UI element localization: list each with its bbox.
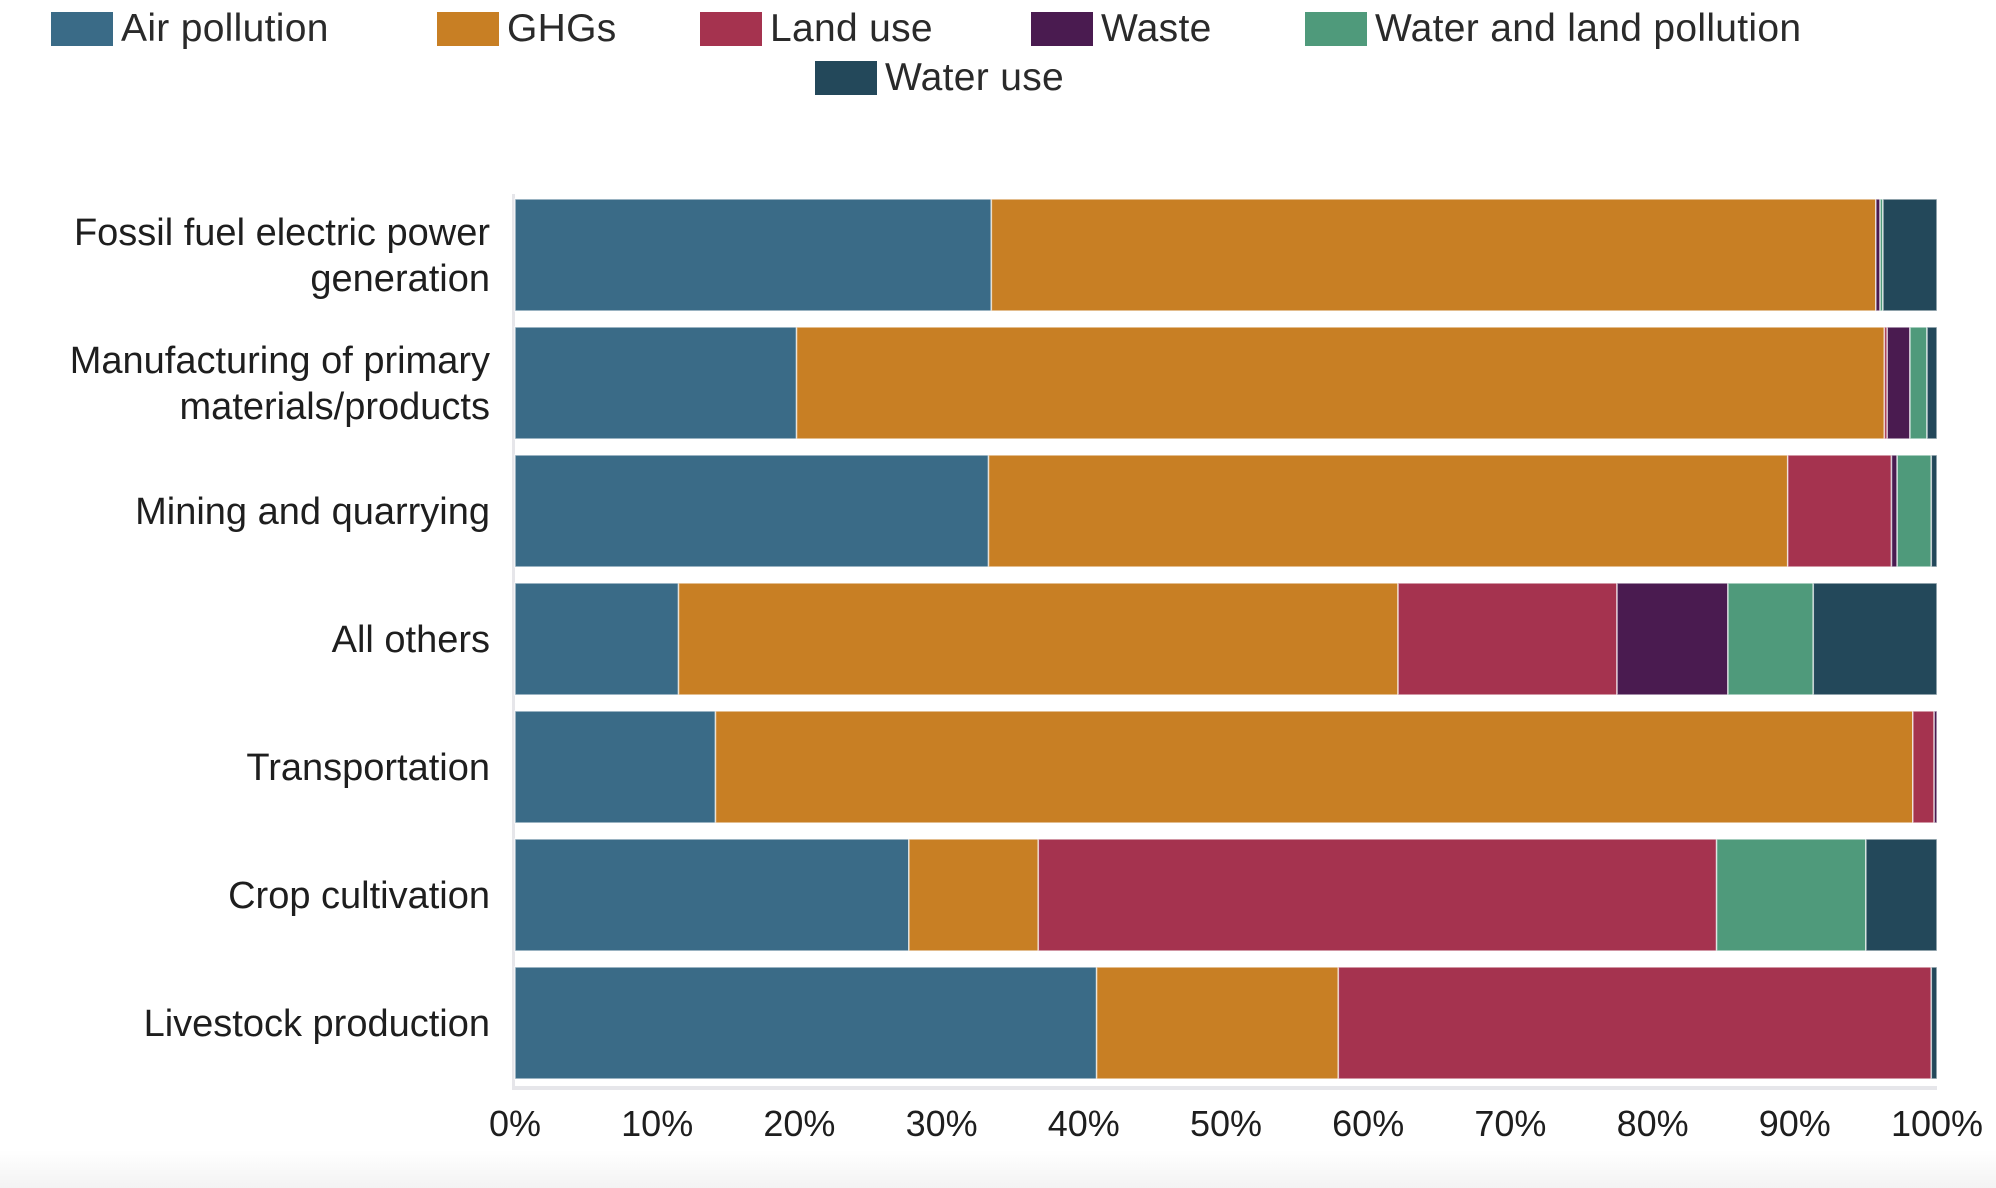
bar-segment-transportation-air-pollution [514, 710, 717, 824]
bar-segment-fossil-fuel-electric-power-generation-water-use [1882, 198, 1938, 312]
x-tick-label-40pct: 40% [1048, 1103, 1120, 1144]
bar-segment-manufacturing-of-primary-materials-products-air-pollution [514, 326, 798, 440]
x-tick-label-60pct: 60% [1332, 1103, 1404, 1144]
y-tick-label-all-others: All others [332, 619, 490, 661]
bar-segment-fossil-fuel-electric-power-generation-ghgs [990, 198, 1877, 312]
bar-group-crop-cultivation [514, 838, 1938, 952]
bar-segment-manufacturing-of-primary-materials-products-water-use [1926, 326, 1938, 440]
legend-label-land-use: Land use [770, 7, 933, 50]
bar-segment-fossil-fuel-electric-power-generation-air-pollution [514, 198, 993, 312]
legend-item-water-use: Water use [815, 56, 1064, 99]
bar-segment-crop-cultivation-air-pollution [514, 838, 910, 952]
bar-segment-transportation-land-use [1912, 710, 1935, 824]
y-tick-label-mining-and-quarrying: Mining and quarrying [135, 491, 490, 533]
legend-swatch-ghgs [437, 12, 499, 46]
bar-segment-all-others-waste [1616, 582, 1729, 696]
bar-group-mining-and-quarrying [514, 454, 1938, 568]
x-tick-label-10pct: 10% [621, 1103, 693, 1144]
bar-segment-manufacturing-of-primary-materials-products-ghgs [795, 326, 1886, 440]
legend-swatch-air-pollution [51, 12, 113, 46]
bar-group-all-others [514, 582, 1938, 696]
bar-segment-manufacturing-of-primary-materials-products-water-and-land-pollution [1909, 326, 1928, 440]
bar-group-livestock-production [514, 966, 1938, 1080]
legend-swatch-water-and-land-pollution [1305, 12, 1367, 46]
bar-segment-all-others-ghgs [677, 582, 1399, 696]
x-tick-label-20pct: 20% [763, 1103, 835, 1144]
y-tick-label-crop-cultivation: Crop cultivation [228, 875, 490, 917]
bar-segment-mining-and-quarrying-waste [1890, 454, 1898, 568]
x-tick-label-100pct: 100% [1891, 1103, 1983, 1144]
bar-segment-crop-cultivation-water-use [1865, 838, 1938, 952]
bar-group-transportation [514, 710, 1938, 824]
legend-swatch-water-use [815, 61, 877, 95]
bar-segment-livestock-production-ghgs [1095, 966, 1340, 1080]
bar-segment-all-others-land-use [1397, 582, 1618, 696]
legend-item-ghgs: GHGs [437, 7, 617, 50]
x-tick-label-30pct: 30% [906, 1103, 978, 1144]
legend-item-waste: Waste [1031, 7, 1212, 50]
x-tick-label-80pct: 80% [1617, 1103, 1689, 1144]
bar-segment-crop-cultivation-water-and-land-pollution [1715, 838, 1867, 952]
legend-swatch-waste [1031, 12, 1093, 46]
legend-swatch-land-use [700, 12, 762, 46]
bar-segment-mining-and-quarrying-land-use [1786, 454, 1893, 568]
legend-item-air-pollution: Air pollution [51, 7, 329, 50]
bar-segment-transportation-ghgs [714, 710, 1914, 824]
bar-group-fossil-fuel-electric-power-generation [514, 198, 1938, 312]
x-tick-label-70pct: 70% [1474, 1103, 1546, 1144]
y-axis-line [512, 194, 515, 1090]
bar-segment-crop-cultivation-ghgs [908, 838, 1040, 952]
bar-segment-mining-and-quarrying-water-use [1930, 454, 1938, 568]
y-tick-label-manufacturing-of-primary-materials-products: Manufacturing of primary materials/produc… [70, 340, 490, 428]
bar-segment-mining-and-quarrying-ghgs [987, 454, 1789, 568]
bar-segment-transportation-waste [1933, 710, 1938, 824]
x-tick-label-90pct: 90% [1759, 1103, 1831, 1144]
chart-legend: Air pollution GHGs Land use Waste Water and … [0, 0, 1996, 110]
bottom-fade [0, 1150, 1996, 1188]
bar-segment-mining-and-quarrying-water-and-land-pollution [1896, 454, 1933, 568]
x-axis-line [512, 1086, 1937, 1090]
legend-label-water-and-land-pollution: Water and land pollution [1375, 7, 1802, 50]
bar-group-manufacturing-of-primary-materials-products [514, 326, 1938, 440]
bar-segment-all-others-water-and-land-pollution [1727, 582, 1815, 696]
bar-segment-livestock-production-land-use [1337, 966, 1933, 1080]
legend-item-land-use: Land use [700, 7, 933, 50]
y-tick-label-fossil-fuel-electric-power-generation: Fossil fuel electric power generation [74, 212, 490, 300]
x-tick-label-0pct: 0% [489, 1103, 541, 1144]
y-tick-label-transportation: Transportation [246, 747, 490, 789]
bar-segment-crop-cultivation-land-use [1037, 838, 1718, 952]
bar-segment-livestock-production-water-use [1930, 966, 1938, 1080]
legend-label-ghgs: GHGs [507, 7, 617, 50]
bar-segment-all-others-water-use [1812, 582, 1938, 696]
legend-label-waste: Waste [1101, 7, 1212, 50]
legend-label-air-pollution: Air pollution [121, 7, 329, 50]
bar-segment-mining-and-quarrying-air-pollution [514, 454, 990, 568]
x-tick-label-50pct: 50% [1190, 1103, 1262, 1144]
bar-segment-all-others-air-pollution [514, 582, 680, 696]
legend-item-water-and-land-pollution: Water and land pollution [1305, 7, 1802, 50]
bar-segment-livestock-production-air-pollution [514, 966, 1098, 1080]
bar-segment-manufacturing-of-primary-materials-products-waste [1886, 326, 1911, 440]
legend-label-water-use: Water use [885, 56, 1064, 99]
y-tick-label-livestock-production: Livestock production [144, 1003, 490, 1045]
